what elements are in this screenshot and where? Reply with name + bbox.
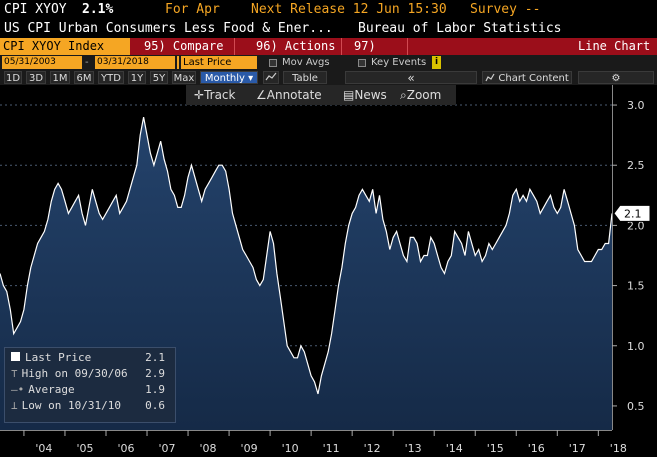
news-tool[interactable]: ▤ News [343, 88, 387, 102]
key-events-checkbox[interactable] [358, 59, 366, 67]
table-button[interactable]: Table [283, 71, 327, 84]
last-value-marker [613, 204, 651, 222]
range-bar: 05/31/2003 - 03/31/2018 Last Price Mov A… [0, 55, 657, 70]
line-chart[interactable]: 0.5 1.0 1.5 2.0 2.5 3.0 2.1 '04 '05 '06 '07 '08 '09… [0, 85, 657, 457]
x-tick-label: '08 [200, 442, 217, 455]
high-marker-icon: ⊤ [11, 367, 18, 380]
security-field[interactable]: CPI XYOY Index [0, 38, 130, 55]
legend-average: –• Average 1.9 [11, 383, 165, 396]
ticker-value: 2.1% [82, 2, 114, 17]
period-5y[interactable]: 5Y [150, 71, 168, 84]
next-release: Next Release 12 Jun 15:30 [251, 2, 447, 17]
mov-avgs-label: Mov Avgs [282, 57, 330, 68]
data-source: Bureau of Labor Statistics [358, 21, 562, 36]
x-tick-label: '10 [282, 442, 299, 455]
period-6m[interactable]: 6M [74, 71, 94, 84]
series-line [0, 116, 613, 395]
x-axis-background [0, 430, 612, 457]
frequency-select[interactable]: Monthly ▾ [200, 71, 258, 84]
average-marker-icon: –• [11, 383, 25, 396]
chart-legend: Last Price 2.1 ⊤ High on 09/30/06 2.9 –• A… [4, 347, 176, 423]
legend-last-price: Last Price 2.1 [11, 350, 171, 366]
chart-content-button[interactable]: Chart Content [482, 71, 572, 84]
security-description: US CPI Urban Consumers Less Food & Ener.… [4, 21, 333, 36]
legend-high: ⊤ High on 09/30/06 2.9 [11, 367, 165, 380]
x-tick-label: '09 [241, 442, 258, 455]
x-tick-label: '11 [323, 442, 340, 455]
key-events-label: Key Events [371, 57, 427, 68]
x-tick-label: '13 [405, 442, 422, 455]
for-period: For Apr [165, 2, 220, 17]
divider [177, 56, 179, 69]
chart-type-label[interactable]: Line Chart [578, 39, 651, 53]
period-bar: 1D 3D 1M 6M YTD 1Y 5Y Max Monthly ▾ Tabl… [0, 70, 657, 85]
period-1m[interactable]: 1M [50, 71, 70, 84]
x-tick-label: '07 [159, 442, 176, 455]
ticker-symbol: CPI XYOY [4, 2, 67, 17]
chart-area[interactable]: 0.5 1.0 1.5 2.0 2.5 3.0 2.1 '04 '05 '06 '07 '08 '09… [0, 85, 657, 457]
zoom-tool[interactable]: ⌕ Zoom [400, 88, 442, 102]
y-tick-label: 1.0 [627, 340, 645, 353]
gear-icon[interactable]: ⚙ [578, 71, 654, 84]
x-tick-label: '14 [446, 442, 463, 455]
legend-low: ⊥ Low on 10/31/10 0.6 [11, 399, 165, 412]
command-bar: CPI XYOY Index 95) Compare 96) Actions ▾… [0, 38, 657, 70]
date-separator: - [85, 57, 89, 68]
header-bar: CPI XYOY 2.1% For Apr Next Release 12 Ju… [0, 0, 657, 20]
annotate-tool[interactable]: ∠ Annotate [256, 88, 322, 102]
collapse-icon[interactable]: « [345, 71, 477, 85]
field-select[interactable]: Last Price [181, 56, 257, 69]
period-1y[interactable]: 1Y [128, 71, 146, 84]
chart-toggle-icon[interactable] [263, 71, 279, 84]
x-tick-label: '04 [35, 442, 52, 455]
y-tick-label: 3.0 [627, 99, 645, 112]
y-tick-label: 0.5 [627, 400, 645, 413]
period-ytd[interactable]: YTD [98, 71, 124, 84]
x-tick-label: '06 [117, 442, 134, 455]
compare-button[interactable]: 95) Compare [140, 38, 235, 55]
y-tick-label: 2.5 [627, 159, 645, 172]
period-max[interactable]: Max [172, 71, 196, 84]
x-tick-label: '18 [610, 442, 627, 455]
description-bar: US CPI Urban Consumers Less Food & Ener.… [0, 20, 657, 38]
x-tick-label: '12 [364, 442, 381, 455]
edit-menu[interactable]: 97) Edit ▾ [350, 38, 408, 70]
last-value-label: 2.1 [624, 207, 642, 220]
x-tick-label: '16 [528, 442, 545, 455]
mov-avgs-checkbox[interactable] [269, 59, 277, 67]
survey: Survey -- [470, 2, 541, 17]
y-axis-background [612, 85, 657, 457]
end-date-input[interactable]: 03/31/2018 [95, 56, 175, 69]
series-swatch-icon [11, 352, 20, 361]
y-tick-label: 2.0 [627, 219, 645, 232]
x-tick-label: '15 [487, 442, 504, 455]
x-tick-label: '05 [76, 442, 93, 455]
info-icon[interactable]: i [432, 56, 441, 69]
low-marker-icon: ⊥ [11, 399, 18, 412]
track-tool[interactable]: ✛ Track [194, 88, 236, 102]
chart-tools-bar: ✛ Track ∠ Annotate ▤ News ⌕ Zoom [186, 85, 456, 105]
actions-menu[interactable]: 96) Actions ▾ [252, 38, 342, 70]
period-1d[interactable]: 1D [4, 71, 22, 84]
period-3d[interactable]: 3D [26, 71, 46, 84]
y-tick-label: 1.5 [627, 280, 645, 293]
chart-content-icon [485, 73, 495, 82]
start-date-input[interactable]: 05/31/2003 [2, 56, 82, 69]
x-tick-label: '17 [569, 442, 586, 455]
